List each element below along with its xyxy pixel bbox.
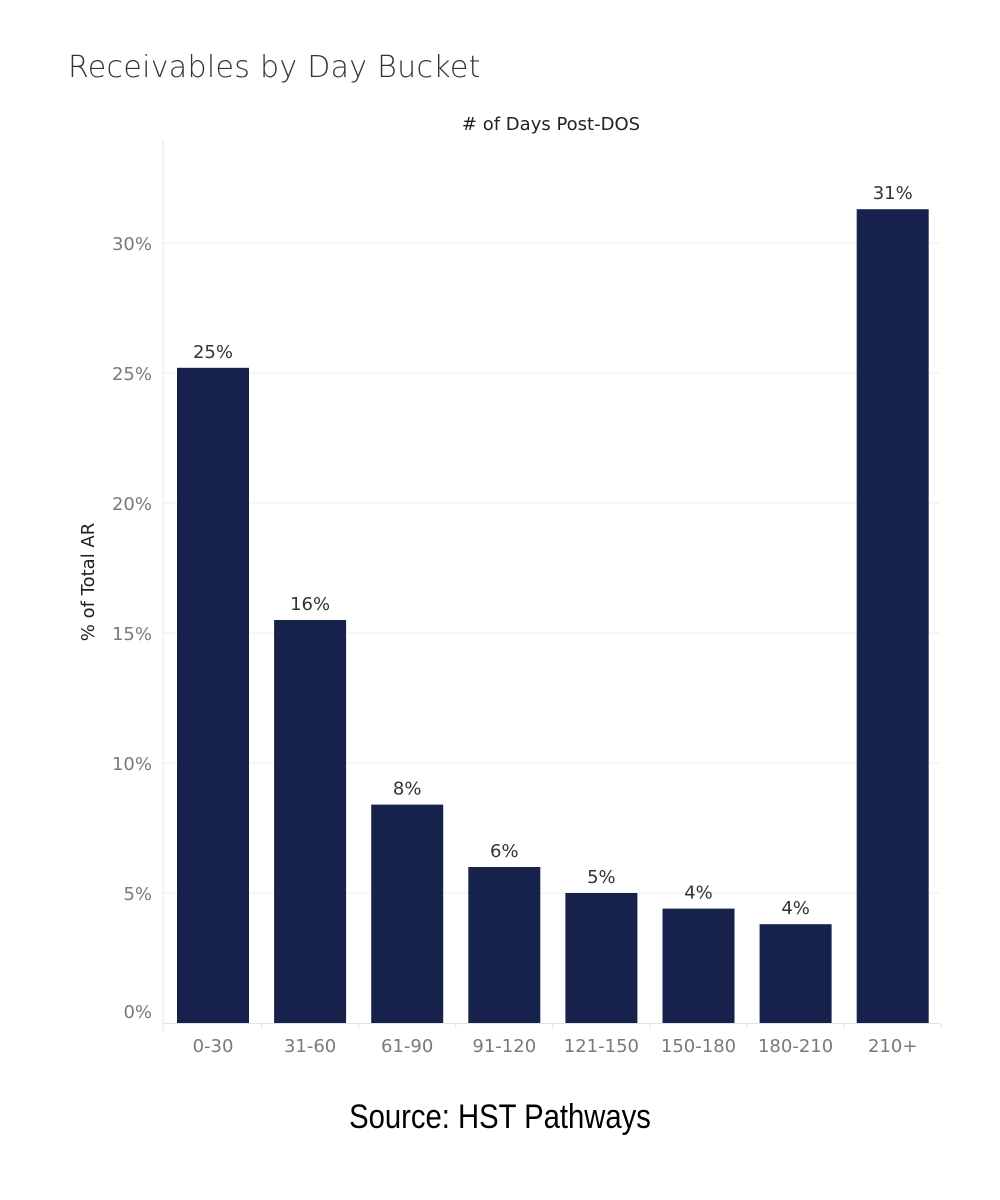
data-label: 8% xyxy=(393,779,422,800)
bar-180-210 xyxy=(759,924,832,1023)
y-tick-label: 30% xyxy=(112,234,152,255)
y-axis: 0% 5% 10% 15% 20% 25% 30% xyxy=(112,140,164,1031)
x-axis: 0-30 31-60 61-90 91-120 121-150 150-180 180-21… xyxy=(163,1023,942,1057)
y-axis-title: % of Total AR xyxy=(78,523,99,641)
data-label: 5% xyxy=(587,867,616,888)
y-tick-label: 10% xyxy=(112,754,152,775)
x-tick-label: 180-210 xyxy=(758,1036,833,1057)
bar-121-150 xyxy=(565,893,638,1023)
y-tick-label: 0% xyxy=(123,1002,152,1023)
x-tick-label: 91-120 xyxy=(472,1036,536,1057)
x-tick-label: 0-30 xyxy=(193,1036,234,1057)
x-tick-label: 121-150 xyxy=(564,1036,639,1057)
x-axis-title: # of Days Post-DOS xyxy=(462,114,640,135)
x-tick-label: 210+ xyxy=(868,1036,917,1057)
bar-91-120 xyxy=(468,867,541,1023)
y-tick-label: 25% xyxy=(112,364,152,385)
data-label: 16% xyxy=(290,594,330,615)
data-label: 6% xyxy=(490,841,519,862)
data-label: 25% xyxy=(193,342,233,363)
x-tick-label: 150-180 xyxy=(661,1036,736,1057)
bar-210+ xyxy=(856,209,929,1023)
source-note: Source: HST Pathways xyxy=(349,1098,651,1136)
bar-61-90 xyxy=(371,804,444,1023)
bar-150-180 xyxy=(662,908,735,1023)
x-tick-label: 31-60 xyxy=(284,1036,336,1057)
data-label: 4% xyxy=(781,898,810,919)
bars: 25% 16% 8% 6% 5% 4% 4% 31% xyxy=(177,183,929,1023)
y-tick-label: 20% xyxy=(112,494,152,515)
data-label: 4% xyxy=(684,883,713,904)
bar-0-30 xyxy=(177,367,249,1023)
y-tick-label: 5% xyxy=(123,884,152,905)
chart-title: Receivables by Day Bucket xyxy=(68,50,481,85)
data-label: 31% xyxy=(873,183,913,204)
bar-31-60 xyxy=(274,620,347,1023)
y-tick-label: 15% xyxy=(112,624,152,645)
x-tick-label: 61-90 xyxy=(381,1036,433,1057)
